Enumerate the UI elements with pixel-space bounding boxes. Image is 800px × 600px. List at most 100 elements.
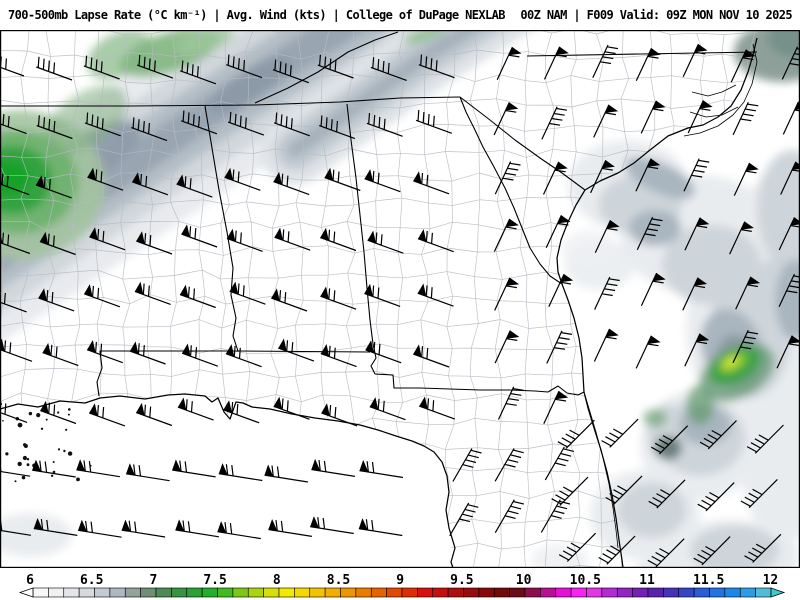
wind-barb	[179, 60, 217, 85]
wind-barb-pennant	[745, 163, 759, 172]
wind-barb	[493, 218, 517, 252]
wind-barb-pennant	[121, 519, 131, 532]
wind-barb	[651, 425, 689, 455]
wind-barb-pennant	[696, 217, 710, 226]
wind-barb	[732, 101, 759, 136]
wind-barb	[42, 344, 79, 367]
wind-barb	[310, 517, 354, 535]
colorbar: 6 6.5 7 7.5 8 8.5 9 9.5 10 10.5 11 11.5 12	[18, 573, 786, 598]
wind-barb	[730, 49, 754, 83]
wind-barb	[684, 217, 708, 251]
wind-barb-pennant	[699, 100, 713, 109]
wind-barb	[557, 419, 595, 449]
wind-barb	[543, 390, 567, 425]
colorbar-segment	[340, 587, 357, 598]
colorbar-label: 9.5	[450, 573, 473, 588]
colorbar-segment	[586, 587, 603, 598]
wind-barb	[136, 54, 174, 79]
wind-barb-pennant	[264, 464, 274, 477]
marsh-dot	[65, 428, 68, 431]
colorbar-segment	[140, 587, 157, 598]
wind-barb-pennant	[365, 340, 374, 353]
wind-barb-pennant	[505, 218, 519, 227]
wind-barb	[175, 520, 219, 538]
colorbar-segment	[370, 587, 387, 598]
wind-barb-pennant	[177, 397, 187, 411]
colorbar-label: 11.5	[693, 573, 724, 588]
wind-barb	[126, 464, 170, 482]
wind-barb	[311, 460, 355, 477]
wind-barb-pennant	[274, 227, 283, 241]
wind-barb	[544, 446, 575, 481]
wind-barb-pennant	[560, 274, 574, 283]
wind-barb-pennant	[652, 100, 666, 109]
wind-barb	[683, 158, 710, 192]
wind-barb	[605, 475, 643, 505]
wind-barb-pennant	[136, 231, 145, 245]
wind-barb	[318, 115, 356, 140]
wind-barb	[732, 329, 759, 364]
marsh-dot	[23, 443, 27, 447]
wind-barb-pennant	[696, 333, 710, 342]
wind-barb	[415, 110, 453, 134]
colorbar-segment	[171, 587, 188, 598]
wind-barb	[648, 479, 686, 509]
wind-barb	[542, 161, 566, 195]
map-title-bar: 700-500mb Lapse Rate (°C km⁻¹) | Avg. Wi…	[0, 0, 800, 30]
wind-barb-pennant	[554, 161, 568, 171]
wind-barb	[494, 277, 517, 311]
colorbar-label: 7	[149, 573, 157, 588]
wind-barb-pennant	[652, 273, 666, 282]
colorbar-segment	[78, 587, 95, 598]
wind-barb-pennant	[605, 104, 619, 113]
wind-barb-pennant	[747, 276, 761, 285]
wind-barb	[449, 502, 479, 537]
wind-barb-pennant	[229, 281, 239, 295]
wind-barb-pennant	[176, 174, 186, 188]
map-frame	[0, 30, 800, 568]
marsh-dot	[45, 418, 48, 421]
wind-barb	[452, 448, 482, 482]
wind-barb-pennant	[181, 224, 190, 238]
wind-barb-pennant	[506, 330, 520, 339]
wind-barb	[0, 291, 27, 313]
wind-barb	[358, 519, 403, 537]
wind-barb-pennant	[508, 47, 522, 56]
wind-barb	[272, 59, 310, 84]
wind-barb-pennant	[605, 328, 619, 338]
marsh-dot	[21, 475, 26, 480]
wind-barb-pennant	[87, 167, 96, 181]
wind-barb-pennant	[268, 519, 278, 531]
colorbar-segment	[217, 587, 234, 598]
state-boundaries	[0, 31, 758, 397]
wind-barb-pennant	[694, 277, 708, 286]
marsh-dot	[2, 420, 4, 422]
marsh-dot	[17, 422, 23, 428]
wind-barb	[76, 460, 120, 478]
marsh-dot	[26, 458, 30, 461]
wind-barb-pennant	[76, 459, 86, 472]
wind-barb-pennant	[364, 283, 373, 297]
marsh-dot	[67, 451, 73, 456]
wind-barb	[181, 345, 219, 367]
wind-barb-pennant	[320, 286, 329, 300]
colorbar-segment	[755, 587, 772, 598]
wind-barb-pennant	[320, 227, 329, 241]
colorbar-segment	[647, 587, 664, 598]
colorbar-segment	[663, 587, 680, 598]
wind-barb-pennant	[557, 215, 571, 224]
wind-barb-pennant	[38, 288, 47, 301]
wind-barb-pennant	[555, 391, 569, 400]
wind-barb	[317, 54, 354, 79]
colorbar-segment	[447, 587, 464, 598]
wind-barb-pennant	[33, 518, 43, 530]
wind-barb-pennant	[417, 283, 427, 297]
wind-barb-pennant	[602, 160, 615, 169]
wind-barb	[273, 112, 311, 137]
wind-barb-pennant	[321, 403, 330, 416]
wind-barb-pennant	[367, 230, 376, 244]
colorbar-segment	[263, 587, 280, 598]
marsh-speckles	[0, 402, 92, 483]
wind-barb-pennant	[39, 231, 49, 245]
marsh-dot	[17, 461, 22, 467]
